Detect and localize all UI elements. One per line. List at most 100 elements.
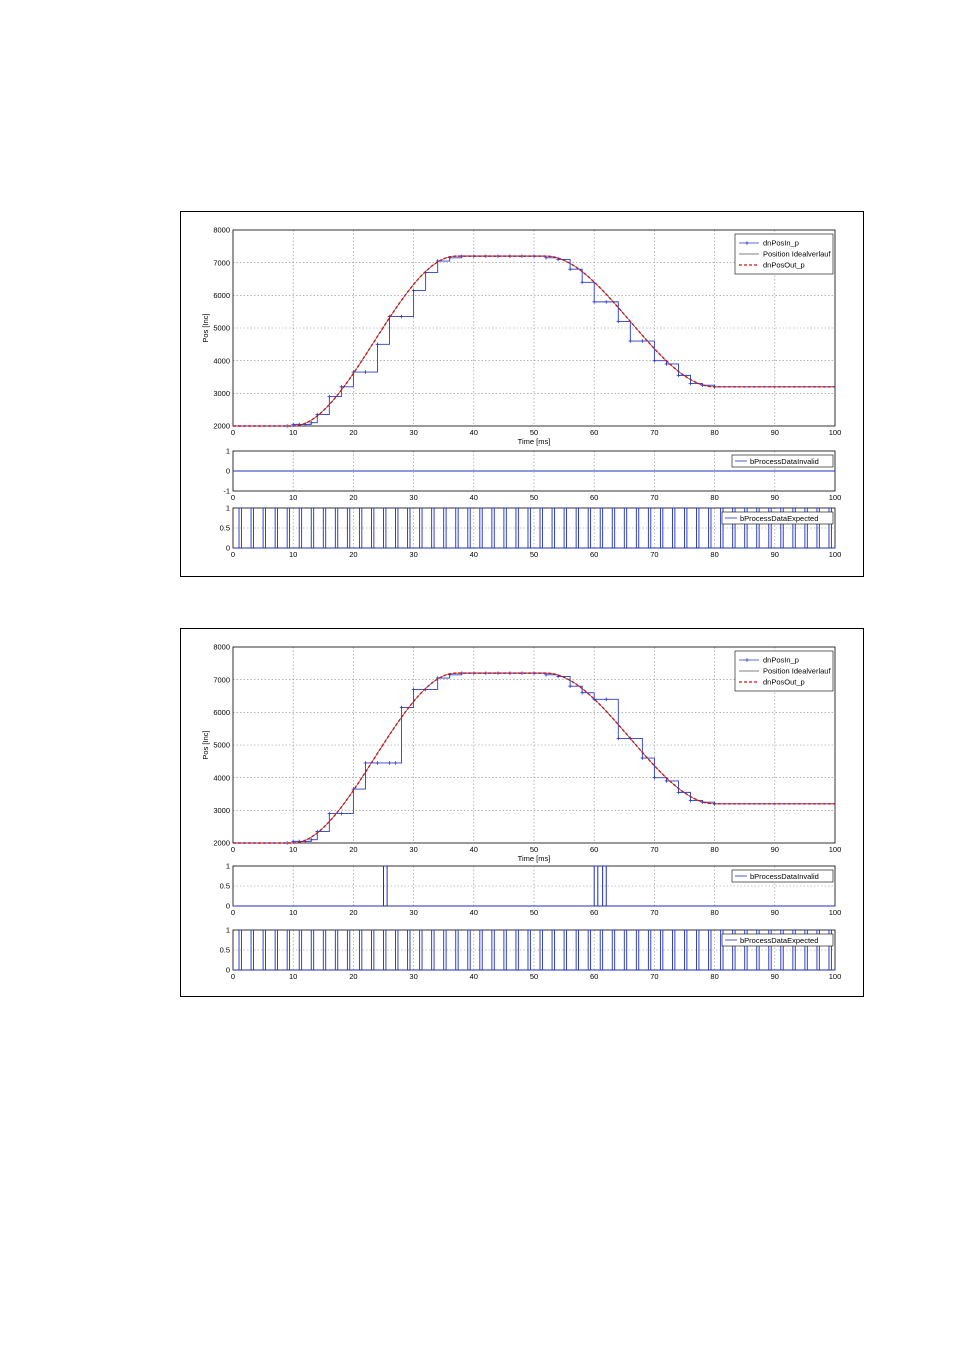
figure-1-expected-y-tick-label: 0.5 [220,524,230,533]
figure-1-pos-x-tick-label: 90 [771,428,779,437]
figure-1-posin-marker [592,300,596,304]
figure-1-posin-marker [327,394,332,399]
figure-2-invalid-x-tick-label: 60 [590,908,598,917]
figure-2-invalid-x-tick-label: 100 [829,908,842,917]
figure-2-legend-marker [745,658,749,662]
figure-2-expected-legend-box [721,933,834,947]
figure-2-invalid-legend-label: bProcessDataInvalid [750,872,819,881]
figure-2-pos-y-tick-label: 6000 [213,708,230,717]
figure-1-expected-x-tick-label: 20 [349,550,357,559]
figure-2-posin-marker [688,798,693,803]
figure-1-series-expected [233,507,835,549]
figure-2-expected-x-tick-label: 10 [289,972,297,981]
figure-2-legend-label: Position Idealverlauf [763,667,831,676]
figure-2-expected-x-tick-label: 80 [710,972,718,981]
figure-1-series-posout [233,255,835,427]
figure-2-legend-label: dnPosIn_p [763,656,799,665]
figure-1-expected-x-tick-label: 100 [829,550,842,559]
figure-2-series-expected [233,929,835,971]
figure-1-expected-legend-label: bProcessDataExpected [740,514,818,523]
figure-1-posin-marker [339,385,344,389]
figure-1-pos-y-tick-label: 6000 [213,291,230,300]
figure-1-invalid-x-tick-label: 90 [771,493,779,502]
figure-1-invalid-x-tick-label: 80 [710,493,718,502]
figure-1-pos-x-tick-label: 40 [470,428,478,437]
figure-2-invalid-x-tick-label: 40 [470,908,478,917]
figure-1-posin-marker [568,267,572,271]
figure-2-pos-x-tick-label: 80 [710,845,718,854]
figure-1-invalid-x-tick-label: 60 [590,493,598,502]
figure-2-expected-x-tick-label: 20 [349,972,357,981]
figure-1-posin-marker [309,420,314,425]
figure-1-pos-y-tick-label: 7000 [213,258,230,267]
figure-1-legend-label: dnPosIn_p [763,239,799,248]
figure-1-pos-x-tick-label: 80 [710,428,718,437]
figure-1-invalid-x-tick-label: 40 [470,493,478,502]
figure-1-pos-x-tick-label: 50 [530,428,538,437]
figure-2-expected-x-tick-label: 40 [470,972,478,981]
figure-2-expected-x-tick-label: 70 [650,972,658,981]
figure-1-invalid-x-tick-label: 20 [349,493,357,502]
figure-2-pos-x-tick-label: 0 [231,845,235,854]
figure-1-posin-marker [375,342,380,347]
figure-2-posin-marker [568,684,572,688]
figure-1-posin-marker [411,288,416,293]
figure-1-invalid-x-tick-label: 100 [829,493,842,502]
figure-1-invalid-y-tick-label: -1 [223,487,230,496]
figure-2-posin-marker [604,697,609,702]
figure-2-invalid-x-tick-label: 30 [409,908,417,917]
figure-2-invalid-x-tick-label: 80 [710,908,718,917]
figure-1-expected-x-tick-label: 60 [590,550,598,559]
figure-2-expected-y-tick-label: 0.5 [220,946,230,955]
figure-1-invalid-y-tick-label: 0 [226,467,230,476]
figure-2-invalid-x-tick-label: 20 [349,908,357,917]
figure-2-pos-x-tick-label: 20 [349,845,357,854]
figure-1-expected-x-tick-label: 10 [289,550,297,559]
figure-2-posin-marker [309,837,314,842]
figure-2-posin-marker [580,690,584,695]
figure-2-invalid-x-tick-label: 90 [771,908,779,917]
figure-1-posin-marker [604,300,609,304]
figure-1-pos-axes-frame [232,229,836,427]
figure-2-posin-marker [327,811,332,816]
figure-2: 0 10 20 30 40 50 60 70 80 90 100 2000 3000 4000 5000 60… [180,628,864,997]
figure-1-pos-x-tick-label: 10 [289,428,297,437]
figure-1-pos-y-tick-label: 5000 [213,324,230,333]
figure-2-series-invalid [233,865,835,907]
figure-2-posin-marker [399,705,404,710]
figure-2-pos-y-tick-label: 2000 [213,839,230,848]
figure-2-legend-label: dnPosOut_p [763,678,805,687]
figure-1-posin-marker [628,339,633,343]
figure-2-posin-marker [435,676,440,680]
figure-2-posin-marker [339,811,344,816]
figure-2-invalid-y-tick-label: 0 [226,902,230,911]
figure-2-expected-x-tick-label: 90 [771,972,779,981]
figure-1-y-axis-label: Pos [Inc] [201,313,210,342]
figure-1-pos-y-tick-label: 4000 [213,356,230,365]
figure-2-expected-x-tick-label: 50 [530,972,538,981]
figure-1-invalid-y-tick-label: 1 [226,447,230,456]
figure-1-x-axis-label: Time [ms] [518,437,551,446]
figure-2-posin-marker [652,775,657,780]
figure-1-invalid-x-tick-label: 30 [409,493,417,502]
figure-1-expected-legend-box [721,511,834,525]
figure-2-invalid-x-tick-label: 10 [289,908,297,917]
figure-2-pos-y-tick-label: 4000 [213,773,230,782]
figure-2-pos-x-tick-label: 50 [530,845,538,854]
figure-2-invalid-y-tick-label: 1 [226,862,230,871]
figure-2-pos-x-tick-label: 30 [409,845,417,854]
figure-1-expected-x-tick-label: 80 [710,550,718,559]
figure-1-posin-marker [435,259,440,263]
figure-2-pos-axes-frame [232,646,836,844]
figure-1-invalid-x-tick-label: 70 [650,493,658,502]
figure-2-pos-x-tick-label: 60 [590,845,598,854]
figure-1-pos-y-tick-label: 3000 [213,389,230,398]
figure-2-expected-x-tick-label: 60 [590,972,598,981]
figure-2-pos-x-tick-label: 40 [470,845,478,854]
figure-1-plot: 0 10 20 30 40 50 60 70 80 90 100200030004000500060… [201,226,842,559]
figure-2-posin-marker [363,761,368,765]
figure-1-invalid-x-tick-label: 0 [231,493,235,502]
figure-1-invalid-x-tick-label: 10 [289,493,297,502]
figure-1-pos-x-tick-label: 100 [829,428,842,437]
figure-2-expected-y-tick-label: 1 [226,926,230,935]
